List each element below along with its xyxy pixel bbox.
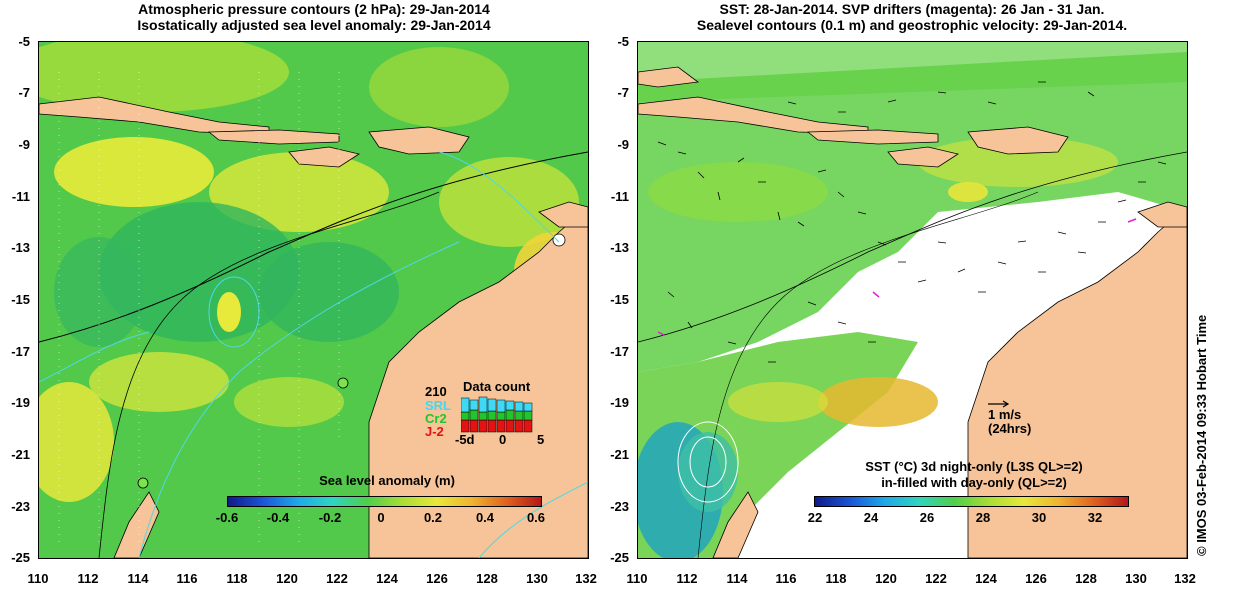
left-ytick-11: -25: [11, 550, 30, 565]
sst-tick-3: 26: [919, 510, 935, 525]
left-xtick-2: 112: [77, 571, 99, 586]
left-ytick-6: -15: [11, 292, 30, 307]
sst-map: 1 m/s (24hrs) SST (°C) 3d night-only (L3…: [637, 41, 1188, 559]
left-xtick-9: 126: [426, 571, 448, 586]
velocity-scale-label: 1 m/s: [988, 407, 1022, 422]
data-count-mission-j2: J-2: [425, 424, 444, 439]
right-xtick-8: 124: [975, 571, 997, 586]
right-title-line2: Sealevel contours (0.1 m) and geostrophi…: [696, 17, 1128, 33]
data-count-xtick-zero: 0: [499, 432, 507, 447]
anomaly-tick-7: 0.6: [526, 510, 546, 525]
sst-colorbar: [814, 496, 1129, 507]
left-xtick-12: 132: [575, 571, 597, 586]
left-xtick-3: 114: [127, 571, 149, 586]
right-title-line1: SST: 28-Jan-2014. SVP drifters (magenta)…: [719, 1, 1105, 17]
sst-tick-5: 30: [1031, 510, 1047, 525]
right-ytick-10: -23: [610, 499, 629, 514]
sst-tick-1: 22: [807, 510, 823, 525]
left-ytick-2: -7: [18, 85, 30, 100]
left-ytick-7: -17: [11, 344, 30, 359]
left-xtick-4: 116: [176, 571, 198, 586]
right-xtick-10: 128: [1075, 571, 1097, 586]
left-xtick-1: 110: [27, 571, 49, 586]
anomaly-colorbar-label: Sea level anomaly (m): [319, 473, 455, 488]
right-ytick-9: -21: [610, 447, 629, 462]
anomaly-colorbar: [227, 496, 542, 507]
velocity-scale-sublabel: (24hrs): [988, 421, 1032, 436]
data-count-mission-cr2: Cr2: [425, 411, 447, 426]
right-xtick-6: 120: [875, 571, 897, 586]
left-xtick-6: 120: [276, 571, 298, 586]
data-count-xtick-start: -5d: [455, 432, 475, 447]
left-xtick-5: 118: [226, 571, 248, 586]
right-ytick-6: -15: [610, 292, 629, 307]
left-ytick-9: -21: [11, 447, 30, 462]
right-ytick-1: -5: [617, 34, 629, 49]
imos-credit-stamp: © IMOS 03-Feb-2014 09:33 Hobart Time: [1194, 314, 1209, 556]
left-title-line1: Atmospheric pressure contours (2 hPa): 2…: [138, 1, 490, 17]
sst-colorbar-label-line2: in-filled with day-only (QL>=2): [881, 475, 1067, 490]
right-ytick-7: -17: [610, 344, 629, 359]
right-xtick-7: 122: [925, 571, 947, 586]
anomaly-tick-6: 0.4: [475, 510, 495, 525]
anomaly-tick-2: -0.4: [266, 510, 290, 525]
right-ytick-8: -19: [610, 395, 629, 410]
sst-tick-4: 28: [975, 510, 991, 525]
anomaly-tick-3: -0.2: [318, 510, 342, 525]
left-title-line2: Isostatically adjusted sea level anomaly…: [137, 17, 491, 33]
right-xtick-12: 132: [1174, 571, 1196, 586]
right-xtick-9: 126: [1025, 571, 1047, 586]
right-ytick-2: -7: [617, 85, 629, 100]
right-ytick-11: -25: [610, 550, 629, 565]
right-ytick-4: -11: [610, 189, 629, 204]
anomaly-tick-1: -0.6: [215, 510, 239, 525]
right-xtick-2: 112: [676, 571, 698, 586]
right-ytick-5: -13: [610, 240, 629, 255]
data-count-mission-srl: SRL: [425, 398, 451, 413]
left-xtick-11: 130: [526, 571, 548, 586]
left-ytick-5: -13: [11, 240, 30, 255]
sst-colorbar-label-line1: SST (°C) 3d night-only (L3S QL>=2): [865, 459, 1083, 474]
right-xtick-1: 110: [626, 571, 648, 586]
data-count-total: 210: [425, 384, 447, 399]
data-count-bars-group: [461, 396, 533, 433]
right-xtick-11: 130: [1125, 571, 1147, 586]
left-ytick-3: -9: [18, 137, 30, 152]
left-ytick-10: -23: [11, 499, 30, 514]
anomaly-tick-5: 0.2: [423, 510, 443, 525]
right-xtick-3: 114: [726, 571, 748, 586]
sst-tick-6: 32: [1087, 510, 1103, 525]
left-ytick-8: -19: [11, 395, 30, 410]
left-ytick-1: -5: [18, 34, 30, 49]
right-xtick-4: 116: [775, 571, 797, 586]
sst-tick-2: 24: [863, 510, 879, 525]
right-xtick-5: 118: [825, 571, 847, 586]
right-ytick-3: -9: [617, 137, 629, 152]
left-xtick-10: 128: [476, 571, 498, 586]
data-count-xtick-end: 5: [537, 432, 545, 447]
left-ytick-4: -11: [11, 189, 30, 204]
sea-level-anomaly-map: 210 Data count SRL Cr2 J-2: [38, 41, 589, 559]
anomaly-tick-4: 0: [377, 510, 385, 525]
data-count-title: Data count: [463, 379, 531, 394]
data-count-bars: [461, 396, 533, 433]
left-xtick-8: 124: [376, 571, 398, 586]
left-xtick-7: 122: [326, 571, 348, 586]
